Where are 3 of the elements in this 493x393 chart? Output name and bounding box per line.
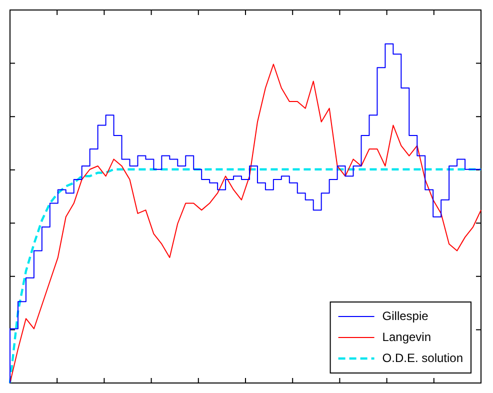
legend-label: Langevin: [382, 330, 432, 344]
legend-label: Gillespie: [382, 308, 429, 323]
legend-label: O.D.E. solution: [382, 350, 463, 365]
